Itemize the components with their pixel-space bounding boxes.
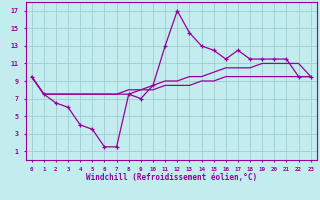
X-axis label: Windchill (Refroidissement éolien,°C): Windchill (Refroidissement éolien,°C)	[86, 173, 257, 182]
